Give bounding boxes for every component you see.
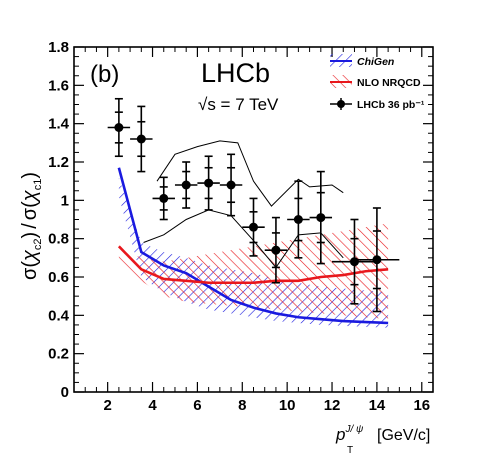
x-tick-label: 14 [369,397,386,414]
y-tick-label: 1.2 [48,154,69,171]
legend-entry-nlo-nrqcd: NLO NRQCD [330,75,421,89]
axis-ticks: 2 4 6 8 10 12 14 16 0 0.2 0.4 0.6 0.8 1 1.2 1.4 1.6 1.8 [48,39,434,414]
y-tick-label: 0.4 [48,307,70,324]
legend-marker-lhcb [337,100,345,108]
y-tick-label: 1.4 [48,116,70,133]
lower-thin-line [143,209,344,269]
legend-entry-chigen: ChiGen [330,54,394,68]
y-tick-label: 1.8 [48,39,69,56]
y-tick-label: 0.6 [48,269,69,286]
svg-text:T: T [347,445,353,456]
data-points [107,97,400,313]
data-point [219,153,243,217]
data-point [309,170,333,265]
y-tick-label: 0 [61,384,69,401]
data-point [152,176,175,221]
x-tick-label: 4 [148,397,157,414]
x-tick-label: 16 [413,397,430,414]
legend-entry-lhcb: LHCb 36 pb⁻¹ [330,98,425,111]
data-marker [271,245,281,255]
data-marker [136,134,146,144]
x-tick-label: 2 [103,397,111,414]
x-tick-label: 10 [279,397,296,414]
y-tick-label: 0.8 [48,231,69,248]
data-marker [249,222,258,232]
svg-text:[GeV/c]: [GeV/c] [377,427,430,444]
chigen-central-line [117,167,389,325]
data-marker [114,123,124,132]
data-point [174,161,198,209]
x-tick-label: 8 [238,397,246,414]
y-tick-label: 1.6 [48,77,69,94]
x-tick-label: 6 [193,397,201,414]
data-point [264,216,288,284]
theory-lines [117,140,389,325]
legend: ChiGen NLO NRQCD LHCb 36 pb⁻¹ [330,54,425,111]
legend-label-nlo-nrqcd: NLO NRQCD [357,77,421,89]
upper-thin-line [156,140,344,207]
data-point [197,155,220,211]
data-marker [349,257,359,267]
y-tick-label: 0.2 [48,346,69,363]
experiment-label: LHCb [201,58,270,88]
data-marker [181,180,191,190]
data-point [354,207,400,313]
x-axis-title: pJ/ ψ T [GeV/c] [335,424,430,456]
energy-label: √s = 7 TeV [198,95,279,114]
svg-text:pJ/ ψ: pJ/ ψ [335,424,364,444]
data-point [130,105,153,173]
panel-label: (b) [90,61,119,88]
data-point [332,218,377,305]
data-point [287,180,310,259]
data-point [107,97,131,158]
y-tick-label: 1 [61,192,69,209]
x-tick-label: 12 [324,397,341,414]
legend-label-chigen: ChiGen [357,56,394,68]
nlo-nrqcd-central-line [117,245,389,285]
y-axis-title: σ(χc2)/σ(χc1) [19,172,44,280]
data-marker [293,215,303,224]
data-marker [226,180,236,190]
data-point [242,197,265,257]
data-marker [316,213,326,223]
svg-text:σ(χc2)/σ(χc1): σ(χc2)/σ(χc1) [19,172,44,280]
data-marker [372,255,382,265]
data-marker [204,178,214,188]
legend-label-lhcb: LHCb 36 pb⁻¹ [357,99,425,111]
data-marker [159,193,169,203]
